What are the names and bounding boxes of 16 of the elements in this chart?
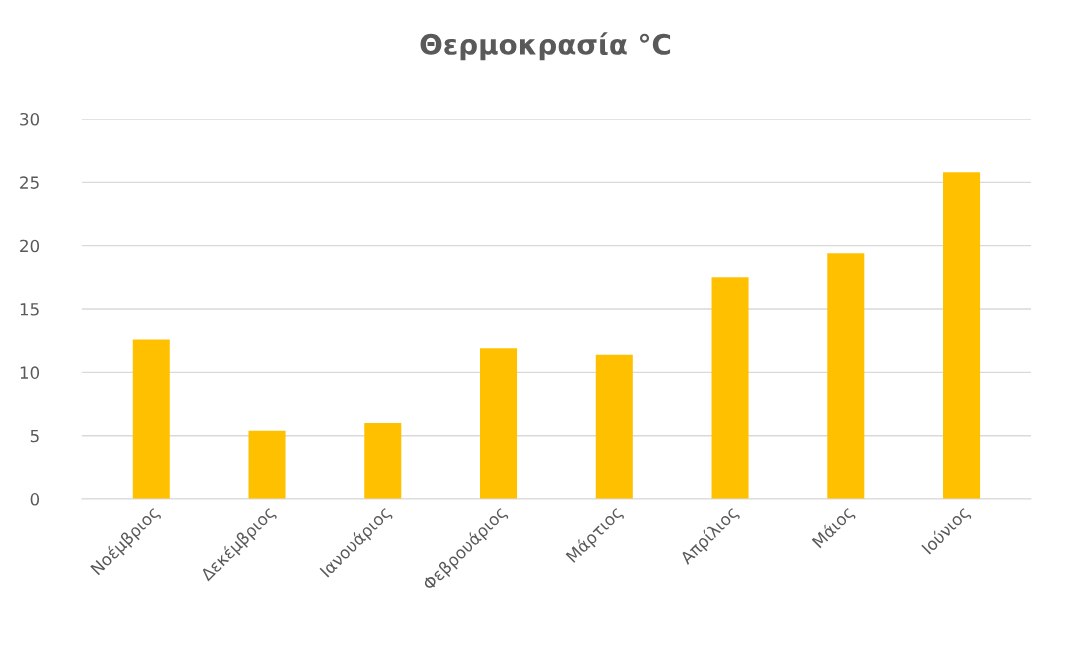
bar [364,423,402,500]
bar [480,348,518,500]
bar [711,277,749,500]
chart-title: Θερμοκρασία °C [420,32,671,61]
y-tick-label: 30 [20,112,40,126]
y-tick-label: 5 [30,429,39,443]
y-tick-label: 25 [20,176,39,189]
bar [132,339,170,500]
bar [827,253,865,500]
y-tick-label: 20 [20,239,40,253]
y-tick-label: 15 [20,303,39,316]
y-tick-label: 0 [30,493,40,506]
y-tick-label: 10 [20,366,40,379]
bar [248,430,286,500]
bar [943,172,981,500]
bar [595,354,633,500]
